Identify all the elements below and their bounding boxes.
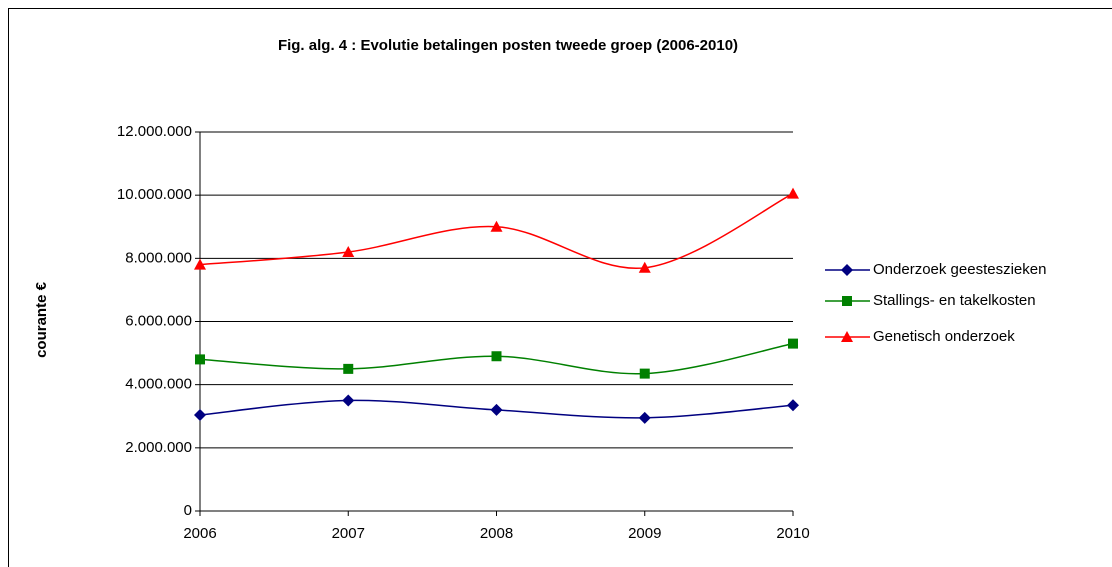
marker [194,408,206,421]
marker [490,403,503,416]
marker [194,258,206,270]
marker [788,338,798,349]
legend-label: Onderzoek geesteszieken [873,261,1046,278]
y-tick-label: 4.000.000 [125,376,192,393]
marker [195,354,205,365]
marker [841,331,853,342]
y-axis-label: courante € [33,281,50,358]
marker [491,351,502,362]
y-tick-label: 10.000.000 [117,186,192,203]
chart-border [8,8,1112,567]
marker [490,220,503,232]
marker [343,363,354,374]
x-tick-label: 2007 [332,525,365,542]
y-tick-label: 12.000.000 [117,123,192,140]
chart-title: Fig. alg. 4 : Evolutie betalingen posten… [278,37,738,54]
marker [342,246,355,258]
marker [638,411,651,424]
marker [639,368,650,379]
x-tick-label: 2006 [183,525,216,542]
marker [787,399,799,412]
legend-label: Genetisch onderzoek [873,328,1015,345]
x-tick-label: 2008 [480,525,513,542]
marker [787,187,799,199]
y-tick-label: 8.000.000 [125,249,192,266]
marker [638,261,651,273]
y-tick-label: 0 [184,502,192,519]
x-tick-label: 2009 [628,525,661,542]
y-tick-label: 2.000.000 [125,439,192,456]
marker [842,296,852,306]
legend-label: Stallings- en takelkosten [873,292,1036,309]
y-tick-label: 6.000.000 [125,312,192,329]
marker [342,394,355,407]
marker [841,264,853,276]
x-tick-label: 2010 [776,525,809,542]
